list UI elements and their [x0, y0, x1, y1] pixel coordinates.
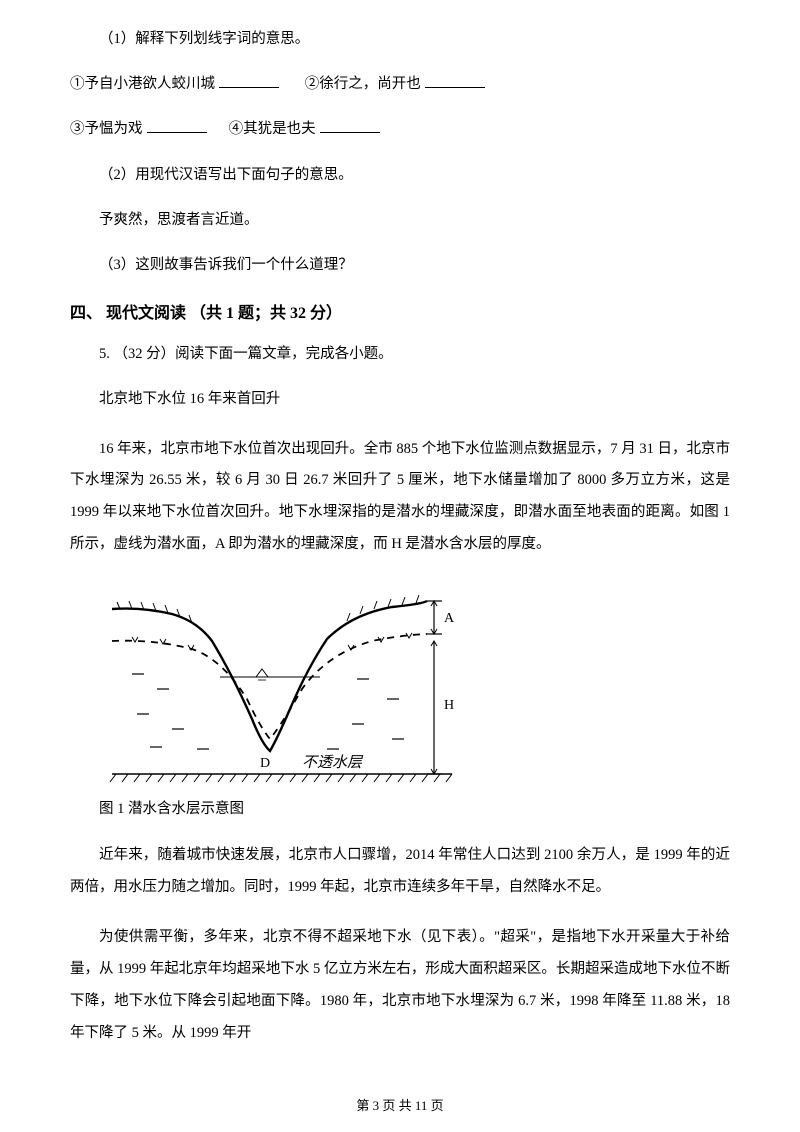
article-title: 北京地下水位 16 年来首回升 [70, 388, 730, 411]
section4-title: 四、 现代文阅读 （共 1 题；共 32 分） [70, 299, 730, 323]
q3-prompt: （3）这则故事告诉我们一个什么道理？ [70, 254, 730, 277]
paragraph-3: 为使供需平衡，多年来，北京不得不超采地下水（见下表）。"超采"，是指地下水开采量… [70, 922, 730, 1050]
q1-item1a: ①予自小港欲人蛟川城 [70, 76, 215, 92]
q1-item2b: ④其犹是也夫 [229, 121, 316, 137]
label-h: H [444, 698, 454, 713]
q1-prompt: （1）解释下列划线字词的意思。 [70, 28, 730, 51]
paragraph-1: 16 年来，北京市地下水位首次出现回升。全市 885 个地下水位监测点数据显示，… [70, 434, 730, 562]
q2-sentence: 予爽然，思渡者言近道。 [70, 209, 730, 232]
label-a: A [444, 611, 455, 626]
page-footer: 第 3 页 共 11 页 [0, 1095, 800, 1114]
q1-item1b: ②徐行之，尚开也 [305, 76, 421, 92]
paragraph-2: 近年来，随着城市快速发展，北京市人口骤增，2014 年常住人口达到 2100 余… [70, 840, 730, 904]
blank-2[interactable] [425, 74, 485, 89]
label-impermeable: 不透水层 [302, 754, 364, 771]
label-d: D [260, 756, 270, 771]
figure-caption: 图 1 潜水含水层示意图 [70, 797, 730, 818]
q1-item2a: ③予愠为戏 [70, 121, 143, 137]
blank-3[interactable] [147, 119, 207, 134]
q1-items-row2: ③予愠为戏 ④其犹是也夫 [70, 118, 730, 141]
q5-lead: 5. （32 分）阅读下面一篇文章，完成各小题。 [70, 343, 730, 366]
q2-prompt: （2）用现代汉语写出下面句子的意思。 [70, 164, 730, 187]
blank-4[interactable] [320, 119, 380, 134]
aquifer-diagram: A H D 不透水层 [102, 579, 462, 789]
q1-items-row1: ①予自小港欲人蛟川城 ②徐行之，尚开也 [70, 73, 730, 96]
blank-1[interactable] [219, 74, 279, 89]
